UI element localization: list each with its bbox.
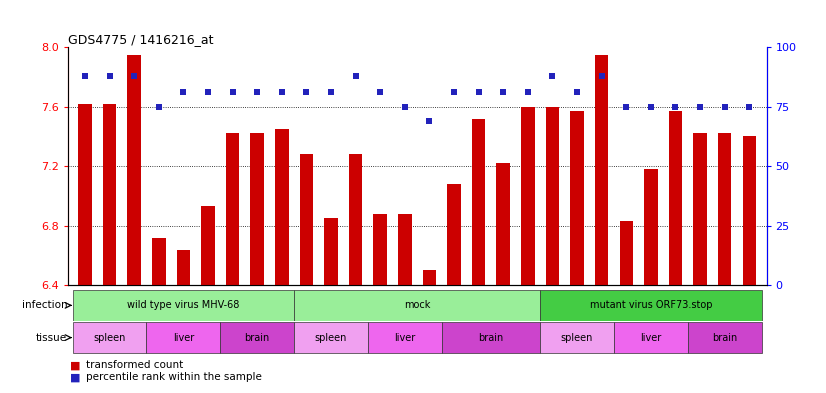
Text: percentile rank within the sample: percentile rank within the sample (86, 372, 262, 382)
Text: transformed count: transformed count (86, 360, 183, 371)
Bar (669, 111, 682, 285)
Point (743, 104, 756, 110)
Point (127, 73, 140, 79)
Bar (718, 134, 732, 285)
Text: spleen: spleen (315, 332, 347, 343)
Bar (146, 322, 221, 353)
Point (546, 73, 559, 79)
Text: brain: brain (244, 332, 270, 343)
Bar (614, 322, 688, 353)
Bar (127, 55, 141, 285)
Bar (349, 154, 363, 285)
Bar (73, 290, 294, 321)
Text: brain: brain (478, 332, 504, 343)
Bar (620, 221, 633, 285)
Bar (221, 322, 294, 353)
Text: wild type virus MHV-68: wild type virus MHV-68 (127, 300, 240, 310)
Point (620, 104, 633, 110)
Point (152, 104, 165, 110)
Bar (540, 322, 614, 353)
Text: liver: liver (173, 332, 194, 343)
Bar (472, 119, 486, 285)
Bar (294, 290, 540, 321)
Point (644, 104, 657, 110)
Point (325, 89, 338, 95)
Point (250, 89, 263, 95)
Point (373, 89, 387, 95)
Bar (373, 214, 387, 285)
Bar (442, 322, 540, 353)
Text: tissue: tissue (36, 332, 67, 343)
Text: spleen: spleen (561, 332, 593, 343)
Bar (102, 104, 116, 285)
Point (571, 89, 584, 95)
Bar (225, 134, 240, 285)
Text: liver: liver (394, 332, 415, 343)
Point (669, 104, 682, 110)
Bar (521, 107, 534, 285)
Bar (78, 104, 92, 285)
Bar (152, 238, 165, 285)
Text: GDS4775 / 1416216_at: GDS4775 / 1416216_at (68, 33, 213, 46)
Bar (398, 214, 411, 285)
Text: liver: liver (640, 332, 662, 343)
Bar (693, 134, 707, 285)
Bar (202, 206, 215, 285)
Bar (275, 129, 288, 285)
Point (300, 89, 313, 95)
Bar (546, 107, 559, 285)
Text: ■: ■ (70, 360, 81, 371)
Bar (570, 111, 584, 285)
Bar (423, 270, 436, 285)
Bar (325, 219, 338, 285)
Point (349, 73, 363, 79)
Bar (250, 134, 264, 285)
Point (423, 118, 436, 124)
Bar (368, 322, 442, 353)
Bar (73, 322, 146, 353)
Bar (294, 322, 368, 353)
Point (103, 73, 116, 79)
Point (275, 89, 288, 95)
Text: brain: brain (712, 332, 738, 343)
Text: ■: ■ (70, 372, 81, 382)
Point (448, 89, 461, 95)
Point (472, 89, 485, 95)
Bar (300, 154, 313, 285)
Bar (540, 290, 762, 321)
Point (694, 104, 707, 110)
Point (202, 89, 215, 95)
Bar (447, 184, 461, 285)
Point (496, 89, 510, 95)
Text: mutant virus ORF73.stop: mutant virus ORF73.stop (590, 300, 712, 310)
Bar (743, 136, 756, 285)
Bar (496, 163, 510, 285)
Bar (688, 322, 762, 353)
Point (78, 73, 92, 79)
Text: infection: infection (21, 300, 67, 310)
Point (595, 73, 608, 79)
Text: spleen: spleen (93, 332, 126, 343)
Bar (644, 169, 657, 285)
Point (521, 89, 534, 95)
Point (718, 104, 731, 110)
Point (398, 104, 411, 110)
Bar (177, 250, 190, 285)
Text: mock: mock (404, 300, 430, 310)
Bar (595, 55, 609, 285)
Point (226, 89, 240, 95)
Point (177, 89, 190, 95)
